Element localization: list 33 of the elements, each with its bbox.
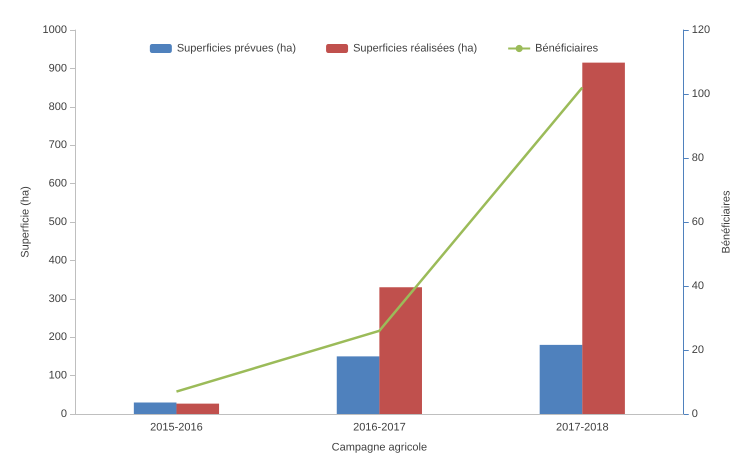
x-axis-title: Campagne agricole [332,442,428,454]
x-tick-label: 2017-2018 [556,422,609,434]
y2-tick-label: 0 [692,408,698,420]
legend-label: Superficies prévues (ha) [176,42,296,54]
y-tick-label: 0 [60,408,67,420]
legend-label: Bénéficiaires [535,42,599,54]
legend-label: Superficies réalisées (ha) [353,42,478,54]
y-tick-label: 200 [48,331,67,344]
y-tick-label: 400 [48,254,67,266]
bar [134,402,176,414]
y-tick-label: 600 [48,178,67,190]
bar [336,356,380,414]
x-tick-label: 2016-2017 [353,422,406,434]
y-tick-label: 800 [48,100,67,113]
bar [379,287,422,414]
bar [540,344,582,414]
y2-tick-label: 100 [692,88,710,100]
y-tick-label: 100 [48,370,67,382]
y-tick-label: 900 [48,62,67,74]
bar [176,404,220,414]
y-tick-label: 500 [48,216,67,228]
y2-tick-label: 40 [692,280,704,292]
y-tick-label: 300 [48,292,67,305]
y-axis-title: Superficie (ha) [20,186,32,258]
y2-tick-label: 60 [692,216,704,228]
bar [582,62,625,414]
y-tick-label: 700 [48,139,67,152]
y-tick-label: 1000 [42,24,67,36]
x-tick-label: 2015-2016 [150,422,203,434]
y2-tick-label: 120 [692,24,710,36]
y2-tick-label: 80 [692,152,704,164]
y2-axis-title: Bénéficiaires [720,190,732,254]
y2-tick-label: 20 [692,344,704,356]
